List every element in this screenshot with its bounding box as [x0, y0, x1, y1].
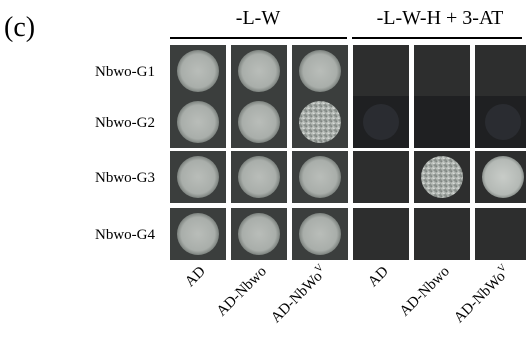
plate-cell	[353, 208, 409, 260]
colony	[238, 101, 280, 143]
row-label: Nbwo-G4	[95, 227, 155, 243]
column-label: AD-Nbwo	[397, 264, 453, 320]
faint-colony	[363, 104, 399, 140]
plate-cell	[414, 45, 470, 97]
group-header: -L-W	[236, 7, 281, 29]
column-label-text: AD	[182, 263, 209, 290]
colony	[238, 213, 280, 255]
plate-cell	[353, 45, 409, 97]
plate-cell	[414, 96, 470, 148]
panel-label: (c)	[4, 12, 35, 43]
colony	[299, 101, 341, 143]
colony	[177, 213, 219, 255]
plate-cell	[475, 208, 526, 260]
column-label-text: AD-Nbwo	[214, 264, 270, 320]
plate-cell	[414, 208, 470, 260]
column-label-text: AD-NbWo	[268, 269, 326, 327]
colony	[421, 156, 463, 198]
column-label: AD	[182, 263, 209, 290]
column-label-text: AD-NbWo	[451, 269, 509, 327]
plate-cell	[353, 151, 409, 203]
column-label: AD-NbWoV	[267, 262, 332, 327]
colony	[177, 50, 219, 92]
colony	[238, 156, 280, 198]
faint-colony	[485, 104, 521, 140]
row-label: Nbwo-G1	[95, 64, 155, 80]
colony	[482, 156, 524, 198]
plate-grid	[170, 45, 526, 260]
colony	[238, 50, 280, 92]
column-label-text: AD-Nbwo	[397, 264, 453, 320]
figure: (c) -L-W -L-W-H + 3-AT Nbwo-G1 Nbwo-G2 Nbw…	[0, 0, 526, 339]
colony	[177, 156, 219, 198]
group-header: -L-W-H + 3-AT	[377, 7, 504, 29]
column-label: AD-NbWoV	[450, 262, 515, 327]
colony	[299, 50, 341, 92]
plate-cell	[475, 45, 526, 97]
colony	[177, 101, 219, 143]
column-label: AD	[365, 263, 392, 290]
row-label: Nbwo-G2	[95, 115, 155, 131]
row-label: Nbwo-G3	[95, 170, 155, 186]
colony	[299, 156, 341, 198]
column-label: AD-Nbwo	[214, 264, 270, 320]
column-label-text: AD	[365, 263, 392, 290]
colony	[299, 213, 341, 255]
